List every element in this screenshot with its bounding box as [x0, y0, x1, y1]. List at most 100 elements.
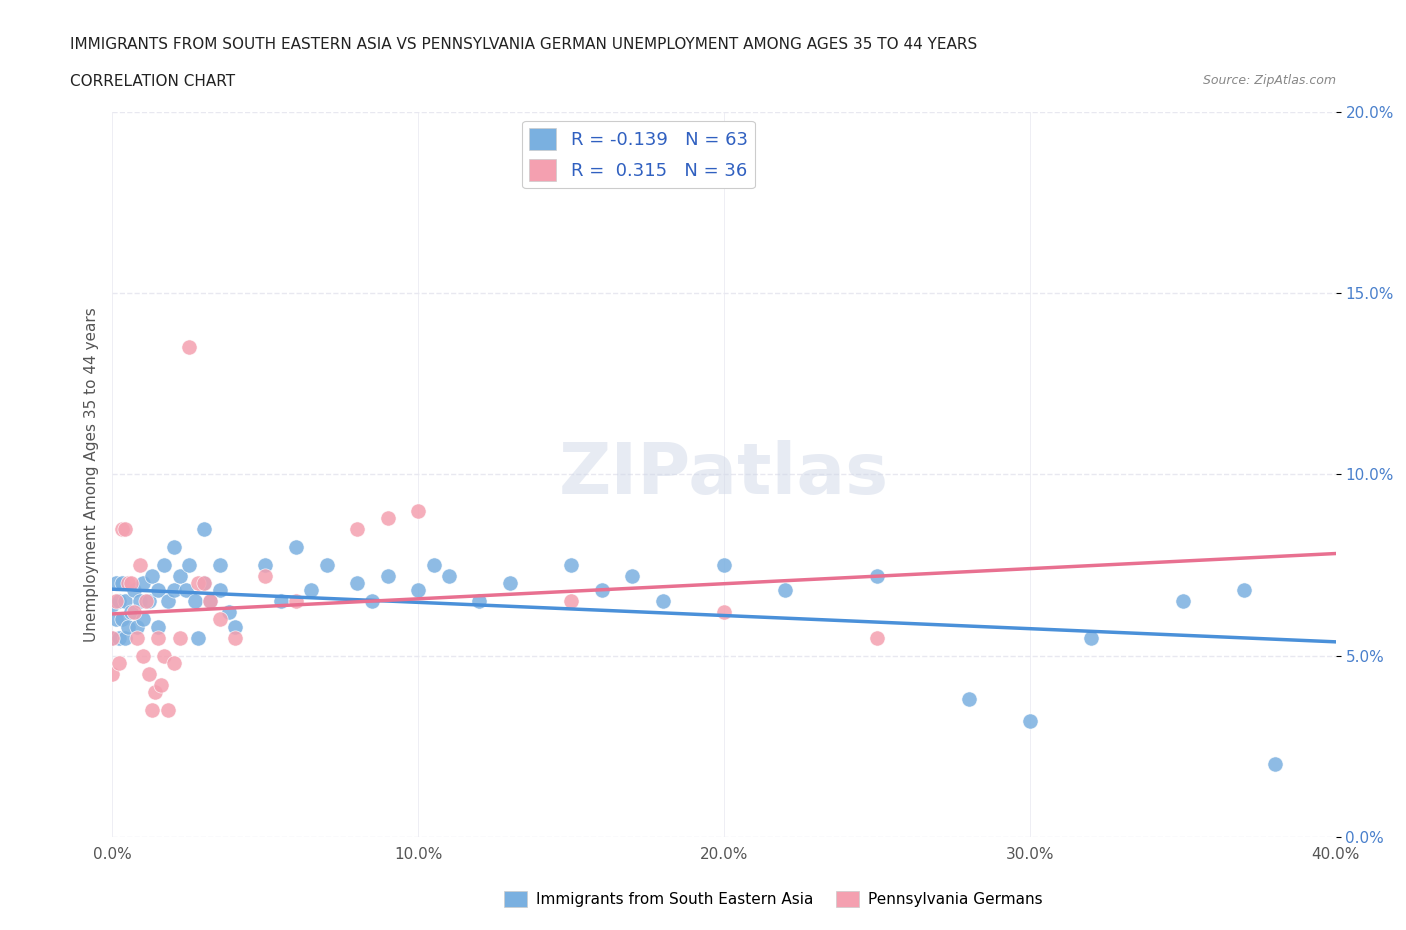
Point [141, 568, 163, 583]
Point [150, 677, 173, 692]
Point [224, 619, 246, 634]
Point [114, 594, 136, 609]
Point [156, 594, 179, 609]
Point [652, 594, 675, 609]
Point [1171, 594, 1194, 609]
Point [129, 558, 152, 573]
Point [591, 583, 613, 598]
Point [177, 340, 200, 355]
Point [193, 576, 215, 591]
Point [141, 703, 163, 718]
Text: ZIPatlas: ZIPatlas [560, 440, 889, 509]
Point [1080, 631, 1102, 645]
Point [117, 576, 139, 591]
Point [153, 648, 176, 663]
Point [560, 558, 582, 573]
Point [437, 568, 460, 583]
Text: Source: ZipAtlas.com: Source: ZipAtlas.com [1202, 74, 1336, 87]
Y-axis label: Unemployment Among Ages 35 to 44 years: Unemployment Among Ages 35 to 44 years [83, 307, 98, 642]
Point [284, 539, 308, 554]
Point [284, 594, 308, 609]
Point [174, 583, 197, 598]
Point [866, 568, 889, 583]
Point [107, 656, 129, 671]
Point [1018, 713, 1040, 728]
Point [163, 656, 186, 671]
Point [408, 503, 430, 518]
Point [315, 558, 337, 573]
Point [104, 576, 127, 591]
Point [122, 604, 145, 619]
Point [135, 594, 157, 609]
Point [200, 594, 222, 609]
Point [169, 568, 191, 583]
Point [208, 558, 231, 573]
Point [254, 558, 277, 573]
Point [1264, 757, 1286, 772]
Point [104, 594, 127, 609]
Point [621, 568, 644, 583]
Point [125, 619, 148, 634]
Point [187, 576, 209, 591]
Legend: R = -0.139   N = 63, R =  0.315   N = 36: R = -0.139 N = 63, R = 0.315 N = 36 [522, 121, 755, 188]
Point [148, 583, 170, 598]
Point [153, 558, 176, 573]
Point [866, 631, 889, 645]
Point [361, 594, 384, 609]
Point [138, 666, 160, 681]
Point [177, 558, 200, 573]
Text: IMMIGRANTS FROM SOUTH EASTERN ASIA VS PENNSYLVANIA GERMAN UNEMPLOYMENT AMONG AGE: IMMIGRANTS FROM SOUTH EASTERN ASIA VS PE… [70, 37, 977, 52]
Point [713, 558, 735, 573]
Point [377, 568, 399, 583]
Point [169, 631, 191, 645]
Point [346, 576, 368, 591]
Point [111, 612, 134, 627]
Point [163, 539, 186, 554]
Point [200, 594, 222, 609]
Point [408, 583, 430, 598]
Point [114, 631, 136, 645]
Point [143, 684, 166, 699]
Point [218, 604, 240, 619]
Point [254, 568, 277, 583]
Point [101, 631, 124, 645]
Point [120, 604, 142, 619]
Point [125, 631, 148, 645]
Point [468, 594, 491, 609]
Point [224, 631, 246, 645]
Point [120, 576, 142, 591]
Point [163, 583, 186, 598]
Point [114, 521, 136, 536]
Point [132, 648, 155, 663]
Text: CORRELATION CHART: CORRELATION CHART [70, 74, 235, 89]
Point [148, 619, 170, 634]
Point [111, 576, 134, 591]
Point [132, 612, 155, 627]
Point [101, 631, 124, 645]
Point [138, 594, 160, 609]
Point [122, 583, 145, 598]
Point [117, 619, 139, 634]
Point [1233, 583, 1256, 598]
Point [148, 631, 170, 645]
Point [111, 521, 134, 536]
Point [270, 594, 292, 609]
Point [101, 666, 124, 681]
Point [957, 692, 980, 707]
Point [208, 583, 231, 598]
Point [187, 631, 209, 645]
Legend: Immigrants from South Eastern Asia, Pennsylvania Germans: Immigrants from South Eastern Asia, Penn… [498, 884, 1049, 913]
Point [299, 583, 322, 598]
Point [377, 511, 399, 525]
Point [775, 583, 797, 598]
Point [107, 631, 129, 645]
Point [101, 597, 124, 612]
Point [193, 521, 215, 536]
Point [346, 521, 368, 536]
Point [156, 703, 179, 718]
Point [184, 594, 207, 609]
Point [104, 612, 127, 627]
Point [499, 576, 522, 591]
Point [129, 594, 152, 609]
Point [713, 604, 735, 619]
